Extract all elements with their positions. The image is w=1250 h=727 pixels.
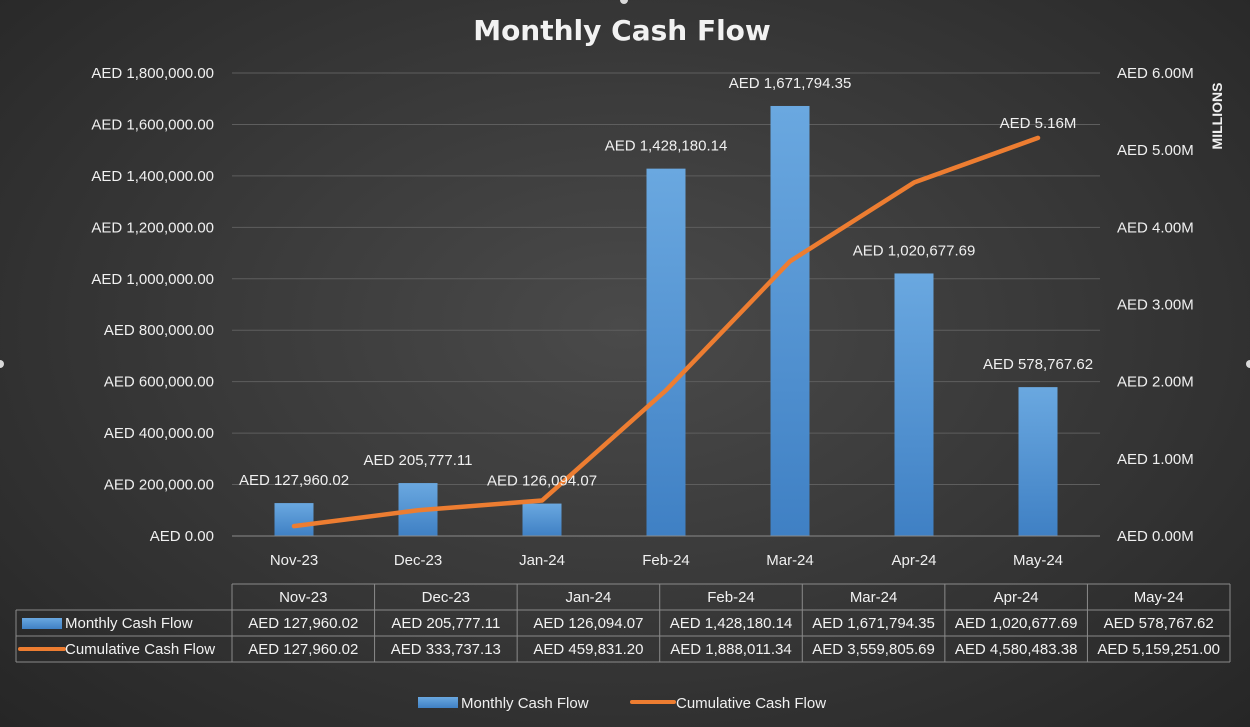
table-legend-key-bar <box>22 618 62 629</box>
x-tick-label: May-24 <box>1013 552 1063 569</box>
line-series <box>291 135 1041 529</box>
data-table: Nov-23 Dec-23 Jan-24 Feb-24 Mar-24 Apr-24 May-… <box>15 583 1231 663</box>
table-cell: AED 205,777.11 <box>391 615 500 632</box>
x-tick-label: Mar-24 <box>766 552 814 569</box>
table-header-cell: Apr-24 <box>994 589 1039 606</box>
table-cell: AED 4,580,483.38 <box>955 641 1078 658</box>
table-cell: AED 1,428,180.14 <box>670 615 793 632</box>
line-data-label: AED 5.16M <box>1000 115 1077 132</box>
table-header-cell: Nov-23 <box>279 589 327 606</box>
table-cell: AED 5,159,251.00 <box>1097 641 1220 658</box>
table-cell: AED 127,960.02 <box>248 641 358 658</box>
y-right-tick-label: AED 5.00M <box>1117 142 1194 159</box>
bar-data-label: AED 578,767.62 <box>983 356 1093 373</box>
y-right-tick-label: AED 3.00M <box>1117 297 1194 314</box>
x-tick-label: Jan-24 <box>519 552 565 569</box>
table-row-label: Cumulative Cash Flow <box>65 641 215 658</box>
legend-label: Monthly Cash Flow <box>461 695 589 712</box>
x-axis: Nov-23 Dec-23 Jan-24 Feb-24 Mar-24 Apr-24 May-… <box>232 535 1100 569</box>
selection-handles <box>0 0 1250 368</box>
x-tick-label: Feb-24 <box>642 552 690 569</box>
resize-handle-top[interactable] <box>620 0 628 4</box>
table-header-cell: Jan-24 <box>565 589 611 606</box>
y-left-tick-label: AED 0.00 <box>150 528 214 545</box>
table-cell: AED 333,737.13 <box>391 641 501 658</box>
bar-data-label: AED 127,960.02 <box>239 472 349 489</box>
bar <box>1018 387 1058 536</box>
y-left-tick-label: AED 1,000,000.00 <box>91 271 214 288</box>
table-cell: AED 459,831.20 <box>533 641 643 658</box>
chart-title: Monthly Cash Flow <box>473 14 771 47</box>
table-cell: AED 3,559,805.69 <box>812 641 935 658</box>
table-header-cell: May-24 <box>1134 589 1184 606</box>
y-left-tick-label: AED 1,200,000.00 <box>91 219 214 236</box>
data-labels: AED 127,960.02 AED 205,777.11 AED 126,094.… <box>239 75 1093 490</box>
legend-key-bar <box>418 697 458 708</box>
table-cell: AED 578,767.62 <box>1104 615 1214 632</box>
bar-series <box>274 105 1058 537</box>
x-tick-label: Apr-24 <box>891 552 936 569</box>
y-right-tick-label: AED 0.00M <box>1117 528 1194 545</box>
resize-handle-left[interactable] <box>0 360 4 368</box>
table-cell: AED 1,671,794.35 <box>812 615 935 632</box>
bar-data-label: AED 205,777.11 <box>364 452 473 469</box>
y-left-tick-label: AED 1,600,000.00 <box>91 116 214 133</box>
bar <box>646 168 686 537</box>
y-right-tick-label: AED 6.00M <box>1117 65 1194 82</box>
bar-data-label: AED 1,428,180.14 <box>605 138 728 155</box>
y-right-tick-label: AED 2.00M <box>1117 374 1194 391</box>
bar <box>770 105 810 536</box>
y-right-tick-label: AED 1.00M <box>1117 451 1194 468</box>
bar <box>274 503 314 536</box>
table-header-cell: Dec-23 <box>422 589 470 606</box>
table-row-label: Monthly Cash Flow <box>65 615 193 632</box>
y-left-tick-label: AED 1,800,000.00 <box>91 65 214 82</box>
y-axis-left: AED 0.00 AED 200,000.00 AED 400,000.00 AED … <box>91 65 214 545</box>
y-right-unit-label: MILLIONS <box>1209 83 1225 150</box>
table-cell: AED 127,960.02 <box>248 615 358 632</box>
legend-label: Cumulative Cash Flow <box>676 695 826 712</box>
bar <box>522 503 562 536</box>
table-cell: AED 1,888,011.34 <box>670 641 791 658</box>
y-right-tick-label: AED 4.00M <box>1117 219 1194 236</box>
y-left-tick-label: AED 400,000.00 <box>104 425 214 442</box>
table-header-cell: Mar-24 <box>850 589 898 606</box>
y-left-tick-label: AED 600,000.00 <box>104 374 214 391</box>
table-cell: AED 1,020,677.69 <box>955 615 1078 632</box>
bar-data-label: AED 1,671,794.35 <box>729 75 852 92</box>
table-cell: AED 126,094.07 <box>533 615 643 632</box>
table-header-cell: Feb-24 <box>707 589 755 606</box>
y-left-tick-label: AED 200,000.00 <box>104 477 214 494</box>
y-axis-right: MILLIONS AED 0.00M AED 1.00M AED 2.00M AED … <box>1117 65 1225 545</box>
x-tick-label: Dec-23 <box>394 552 442 569</box>
bar <box>894 273 934 536</box>
bar-data-label: AED 1,020,677.69 <box>853 242 976 259</box>
x-tick-label: Nov-23 <box>270 552 318 569</box>
y-left-tick-label: AED 800,000.00 <box>104 322 214 339</box>
resize-handle-right[interactable] <box>1246 360 1250 368</box>
bar-data-label: AED 126,094.07 <box>487 473 597 490</box>
legend: Monthly Cash Flow Cumulative Cash Flow <box>418 695 826 712</box>
y-left-tick-label: AED 1,400,000.00 <box>91 168 214 185</box>
